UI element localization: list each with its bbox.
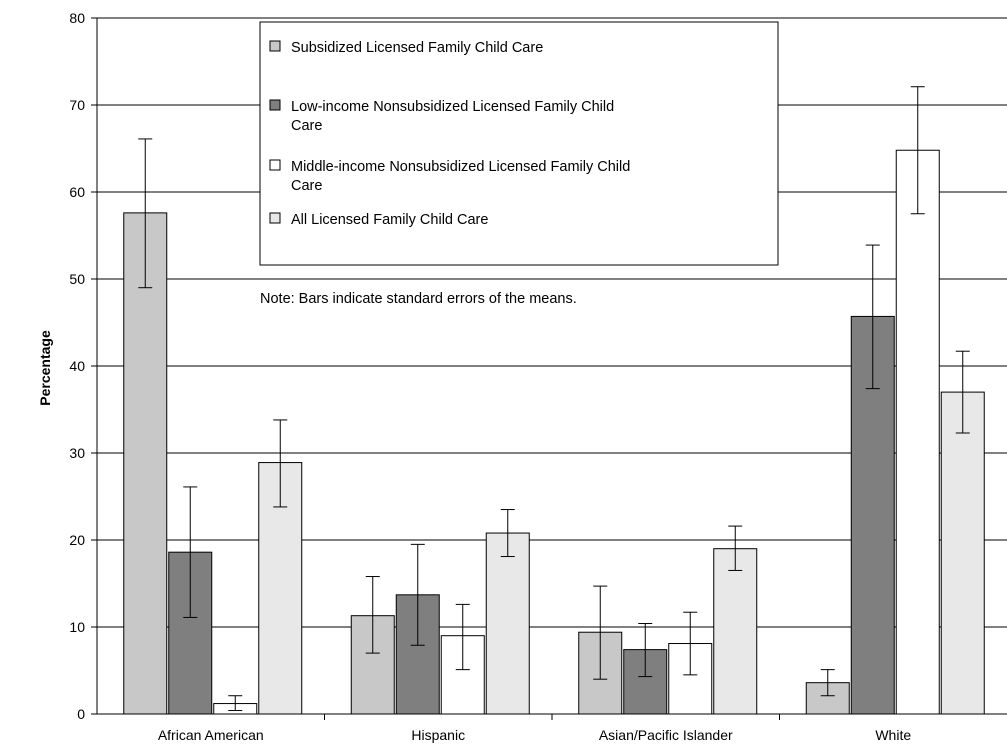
legend-entry: Subsidized Licensed Family Child Care	[291, 40, 543, 56]
y-axis-label: Percentage	[37, 330, 53, 406]
legend-entry: All Licensed Family Child Care	[291, 212, 488, 228]
legend-box	[259, 21, 779, 266]
legend-swatch	[269, 40, 281, 52]
category-label: African American	[158, 727, 264, 743]
category-labels: African American Hispanic Asian/Pacific Is…	[158, 727, 912, 743]
y-tick-label: 80	[69, 10, 85, 26]
legend: Subsidized Licensed Family Child Care Low…	[259, 21, 779, 266]
y-tick-label: 40	[69, 358, 85, 374]
y-tick-label: 50	[69, 271, 85, 287]
category-label: Hispanic	[411, 727, 465, 743]
legend-entry: Middle-income Nonsubsidized Licensed Fam…	[291, 159, 630, 194]
y-tick-labels: 0 10 20 30 40 50 60 70 80	[69, 10, 85, 722]
category-label: White	[875, 727, 911, 743]
y-tick-label: 20	[69, 532, 85, 548]
y-tick-label: 30	[69, 445, 85, 461]
y-tick-label: 10	[69, 619, 85, 635]
error-bars	[138, 86, 970, 712]
y-tick-label: 0	[77, 706, 85, 722]
legend-swatch	[269, 159, 281, 171]
annotation-note: Note: Bars indicate standard errors of t…	[260, 291, 577, 307]
category-label: Asian/Pacific Islander	[599, 727, 733, 743]
legend-entry: Low-income Nonsubsidized Licensed Family…	[291, 99, 614, 134]
bar-1-1	[123, 212, 168, 715]
axes	[91, 17, 1007, 720]
bar-4-3	[713, 548, 758, 715]
bar-4-4	[940, 391, 985, 715]
bar-3-4	[895, 149, 940, 715]
legend-swatch	[269, 212, 281, 224]
y-tick-label: 70	[69, 97, 85, 113]
y-tick-label: 60	[69, 184, 85, 200]
bar-4-2	[485, 532, 530, 715]
legend-swatch	[269, 99, 281, 111]
